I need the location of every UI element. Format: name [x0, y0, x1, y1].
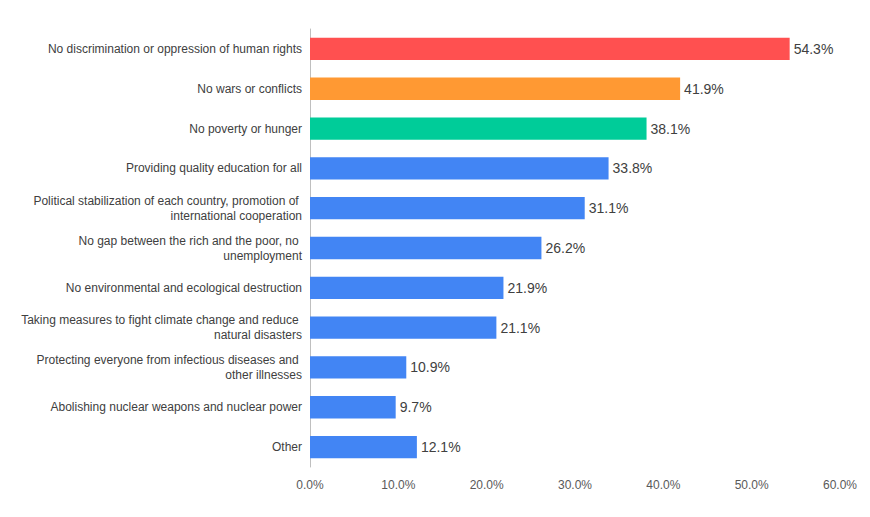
svg-text:No wars or conflicts: No wars or conflicts: [197, 82, 302, 96]
svg-text:Providing quality education fo: Providing quality education for all: [126, 161, 302, 175]
svg-text:10.0%: 10.0%: [381, 478, 415, 492]
svg-text:natural disasters: natural disasters: [214, 328, 302, 342]
svg-text:No discrimination or oppressio: No discrimination or oppression of human…: [48, 42, 302, 56]
svg-text:26.2%: 26.2%: [545, 240, 585, 256]
svg-text:21.1%: 21.1%: [500, 320, 540, 336]
svg-text:10.9%: 10.9%: [410, 359, 450, 375]
svg-text:No poverty or hunger: No poverty or hunger: [189, 122, 302, 136]
svg-text:Protecting everyone from infec: Protecting everyone from infectious dise…: [37, 353, 302, 367]
svg-text:9.7%: 9.7%: [400, 399, 432, 415]
svg-text:Political stabilization of eac: Political stabilization of each country,…: [33, 194, 302, 208]
svg-text:12.1%: 12.1%: [421, 439, 461, 455]
svg-text:31.1%: 31.1%: [589, 200, 629, 216]
svg-text:other illnesses: other illnesses: [225, 368, 302, 382]
svg-text:Taking measures to fight clima: Taking measures to fight climate change …: [21, 313, 302, 327]
svg-text:40.0%: 40.0%: [646, 478, 680, 492]
svg-text:0.0%: 0.0%: [296, 478, 324, 492]
svg-text:54.3%: 54.3%: [794, 41, 834, 57]
svg-text:No gap between the rich and th: No gap between the rich and the poor, no: [79, 234, 303, 248]
svg-text:30.0%: 30.0%: [558, 478, 592, 492]
svg-text:unemployment: unemployment: [223, 249, 302, 263]
svg-text:international cooperation: international cooperation: [171, 209, 302, 223]
svg-text:33.8%: 33.8%: [613, 160, 653, 176]
svg-text:38.1%: 38.1%: [651, 121, 691, 137]
svg-text:50.0%: 50.0%: [735, 478, 769, 492]
svg-text:Other: Other: [272, 440, 302, 454]
svg-text:21.9%: 21.9%: [507, 280, 547, 296]
svg-text:Abolishing nuclear weapons and: Abolishing nuclear weapons and nuclear p…: [51, 400, 303, 414]
svg-text:41.9%: 41.9%: [684, 81, 724, 97]
svg-text:20.0%: 20.0%: [470, 478, 504, 492]
svg-text:No environmental and ecologica: No environmental and ecological destruct…: [66, 281, 302, 295]
svg-text:60.0%: 60.0%: [823, 478, 857, 492]
